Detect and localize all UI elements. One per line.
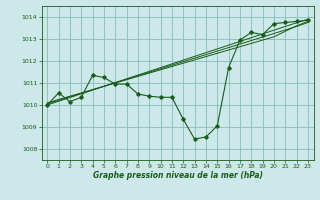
X-axis label: Graphe pression niveau de la mer (hPa): Graphe pression niveau de la mer (hPa)	[92, 171, 263, 180]
